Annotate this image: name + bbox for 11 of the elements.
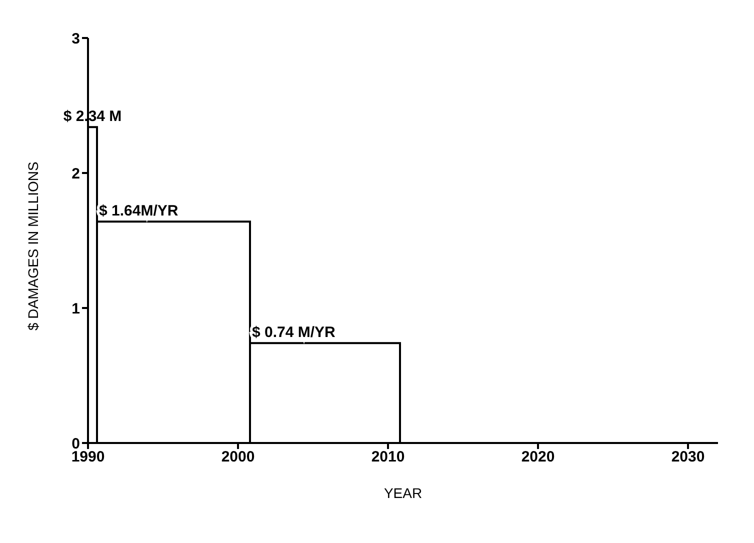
y-tick-label: 1 <box>72 300 80 318</box>
y-tick-label: 2 <box>72 165 80 182</box>
y-tick-label: 3 <box>72 30 80 48</box>
y-axis-title: $ DAMAGES IN MILLIONS <box>24 162 41 330</box>
x-tick-label: 2010 <box>371 448 405 466</box>
x-tick-label: 2030 <box>671 448 705 466</box>
data-label: $ 0.74 M/YR <box>252 324 336 342</box>
data-label: $ 1.64M/YR <box>99 202 178 220</box>
x-axis-title: YEAR <box>384 485 422 501</box>
x-tick-label: 2020 <box>521 448 555 466</box>
x-tick-label: 2000 <box>221 448 255 466</box>
